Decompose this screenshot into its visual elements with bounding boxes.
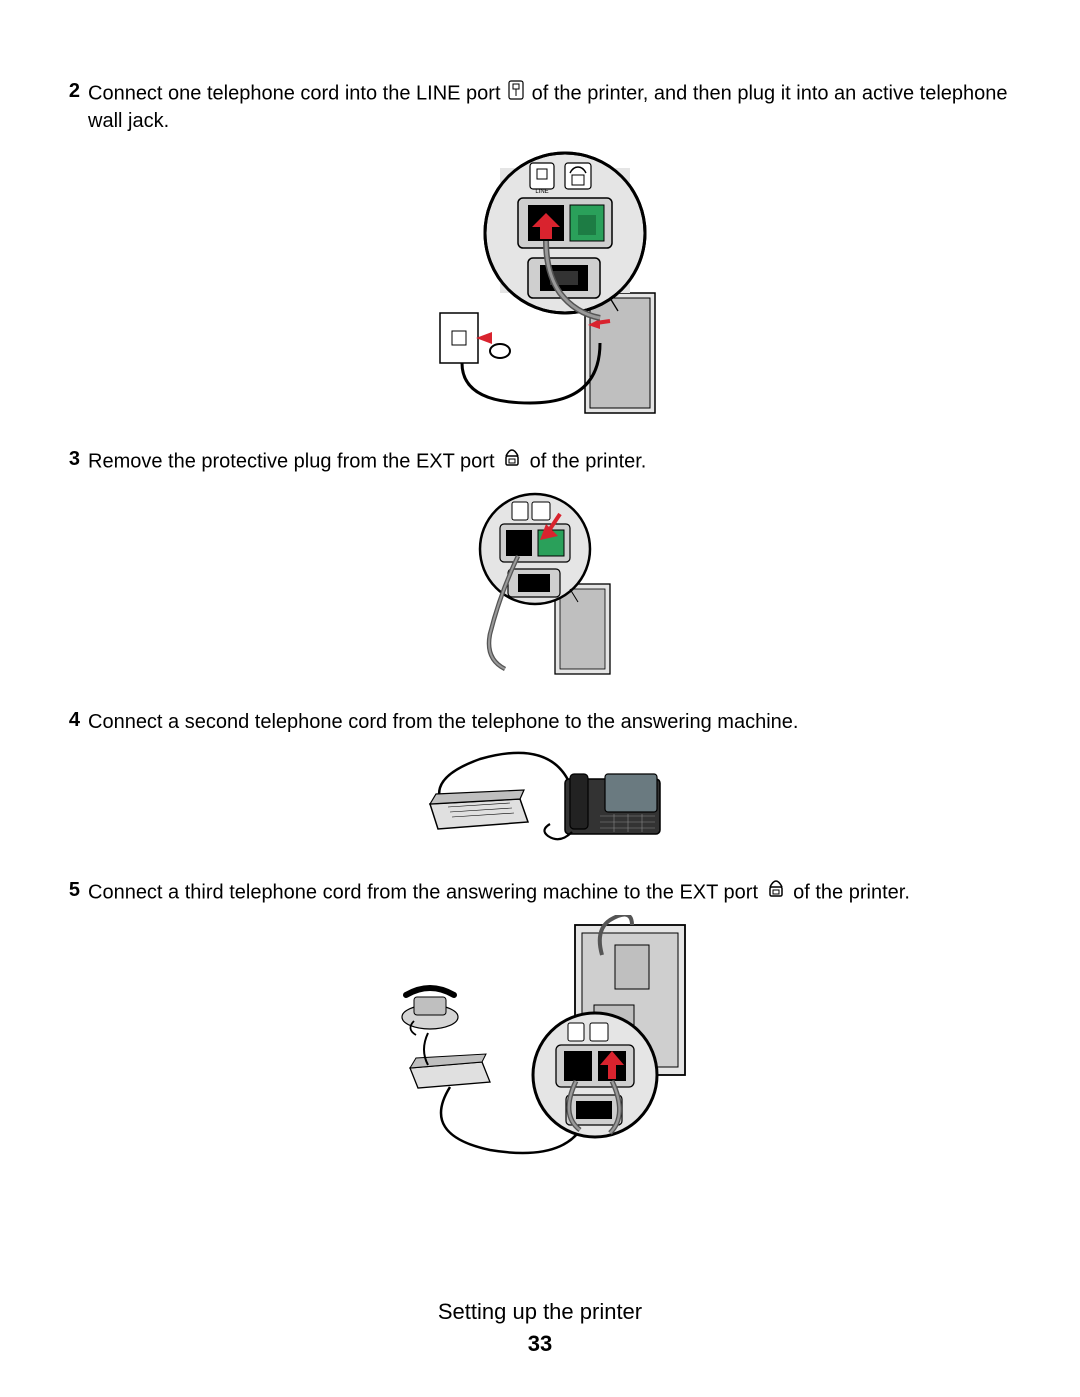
step-text-after: of the printer. — [793, 881, 910, 903]
step-text-after: of the printer. — [530, 450, 647, 472]
line-port-icon — [508, 80, 524, 108]
step-text: Connect one telephone cord into the LINE… — [88, 80, 1020, 135]
step-text: Connect a second telephone cord from the… — [88, 709, 1020, 736]
step-3: 3 Remove the protective plug from the EX… — [60, 448, 1020, 476]
step-text: Remove the protective plug from the EXT … — [88, 448, 1020, 476]
ext-port-icon — [502, 448, 522, 476]
footer-page-number: 33 — [0, 1331, 1080, 1357]
figure-step-5 — [60, 915, 1020, 1190]
footer-title: Setting up the printer — [0, 1299, 1080, 1325]
step-text-before: Connect a second telephone cord from the… — [88, 711, 798, 733]
step-2: 2 Connect one telephone cord into the LI… — [60, 80, 1020, 135]
figure-step-3 — [60, 484, 1020, 689]
ext-port-icon — [766, 879, 786, 907]
step-4: 4 Connect a second telephone cord from t… — [60, 709, 1020, 736]
step-5: 5 Connect a third telephone cord from th… — [60, 879, 1020, 907]
figure-step-2: LINE — [60, 143, 1020, 428]
page-footer: Setting up the printer 33 — [0, 1299, 1080, 1357]
step-text-before: Remove the protective plug from the EXT … — [88, 450, 500, 472]
step-number: 2 — [60, 80, 88, 103]
step-text-before: Connect one telephone cord into the LINE… — [88, 82, 506, 104]
step-number: 5 — [60, 879, 88, 902]
step-text: Connect a third telephone cord from the … — [88, 879, 1020, 907]
svg-text:LINE: LINE — [535, 189, 548, 195]
step-number: 3 — [60, 448, 88, 471]
figure-step-4 — [60, 744, 1020, 859]
step-text-before: Connect a third telephone cord from the … — [88, 881, 764, 903]
step-number: 4 — [60, 709, 88, 732]
